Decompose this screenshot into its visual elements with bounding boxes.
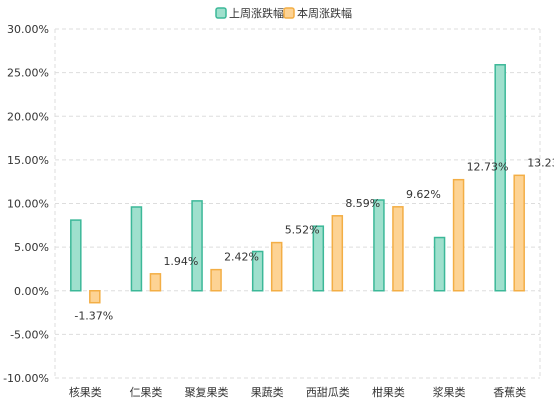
y-tick-label: 0.00% xyxy=(14,285,49,298)
x-tick-label: 果蔬类 xyxy=(251,385,284,399)
data-label: 12.73% xyxy=(467,161,509,174)
bar-series-1-4[interactable] xyxy=(331,215,344,292)
legend-swatch-series-1 xyxy=(283,7,295,19)
data-label: 8.59% xyxy=(345,197,380,210)
legend-label-series-1: 本周涨跌幅 xyxy=(297,6,352,20)
bar-series-0-7[interactable] xyxy=(494,64,506,292)
legend-label-series-0: 上周涨跌幅 xyxy=(229,6,284,20)
x-tick-label: 香蕉类 xyxy=(493,385,526,399)
x-axis: 核果类 仁果类 聚复果类 果蔬类 西甜瓜类 柑果类 浆果类 香蕉类 xyxy=(69,385,526,399)
y-tick-label: 5.00% xyxy=(14,241,49,254)
y-tick-label: 10.00% xyxy=(7,198,49,211)
y-axis: 30.00% 25.00% 20.00% 15.00% 10.00% 5.00% 0.00%… xyxy=(3,23,541,385)
bar-series-0-0[interactable] xyxy=(70,219,82,292)
bar-series-0-4[interactable] xyxy=(312,225,325,292)
bar-series-0-3[interactable] xyxy=(251,250,264,292)
y-tick-label: -10.00% xyxy=(3,372,49,385)
data-labels: -1.37% 1.94% 2.42% 5.52% 8.59% 9.62% 12.73% 13.… xyxy=(74,156,554,322)
bar-series-1-7[interactable] xyxy=(513,174,525,292)
grid-lines xyxy=(55,28,540,379)
bar-series-0-5[interactable] xyxy=(373,199,385,292)
bar-series-0-1[interactable] xyxy=(130,206,143,292)
data-label: -1.37% xyxy=(74,310,113,323)
y-tick-label: 25.00% xyxy=(7,67,49,80)
data-label: 1.94% xyxy=(163,255,198,268)
bar-series-1-2[interactable] xyxy=(210,268,222,292)
bar-series-1-0[interactable] xyxy=(89,290,101,304)
legend-item-series-0[interactable]: 上周涨跌幅 xyxy=(215,6,284,20)
y-tick-label: 15.00% xyxy=(7,154,49,167)
bar-series-1-1[interactable] xyxy=(149,273,162,292)
x-tick-label: 浆果类 xyxy=(433,385,466,399)
legend-item-series-1[interactable]: 本周涨跌幅 xyxy=(283,6,352,20)
legend-swatch-series-0 xyxy=(215,7,227,19)
bar-series-1-6[interactable] xyxy=(452,178,465,292)
x-tick-label: 仁果类 xyxy=(129,385,162,399)
bar-series-0-2[interactable] xyxy=(191,200,203,292)
x-tick-label: 核果类 xyxy=(69,385,102,399)
bar-series-0-6[interactable] xyxy=(433,236,446,292)
y-tick-label: -5.00% xyxy=(10,328,49,341)
bar-series-1-5[interactable] xyxy=(392,206,404,292)
legend: 上周涨跌幅 本周涨跌幅 xyxy=(215,6,352,20)
data-label: 13.23% xyxy=(527,156,554,169)
y-tick-label: 30.00% xyxy=(7,23,49,36)
x-tick-label: 聚复果类 xyxy=(185,385,229,399)
data-label: 9.62% xyxy=(406,188,441,201)
x-tick-label: 西甜瓜类 xyxy=(306,385,350,399)
x-tick-label: 柑果类 xyxy=(372,385,405,399)
y-tick-label: 20.00% xyxy=(7,110,49,123)
data-label: 2.42% xyxy=(224,251,259,264)
bars xyxy=(70,64,525,304)
data-label: 5.52% xyxy=(285,224,320,237)
bar-series-1-3[interactable] xyxy=(270,241,283,292)
